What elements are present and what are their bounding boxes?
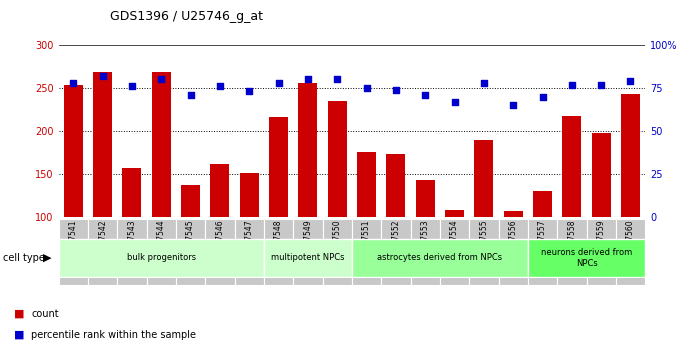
Text: GSM47553: GSM47553 [421,219,430,261]
Bar [357,152,376,217]
Bar [117,219,147,285]
Bar [93,72,112,217]
Point [361,85,372,91]
Bar [147,219,176,285]
Point [449,99,460,105]
Point [68,80,79,86]
Bar [235,219,264,285]
Bar [591,133,611,217]
Bar [533,190,552,217]
Bar [59,239,264,277]
Text: multipotent NPCs: multipotent NPCs [271,253,345,263]
Bar [415,180,435,217]
Bar [586,219,616,285]
Text: GSM47558: GSM47558 [567,219,576,261]
Text: GSM47560: GSM47560 [626,219,635,261]
Point [185,92,196,98]
Text: GSM47544: GSM47544 [157,219,166,261]
Point [478,80,489,86]
Bar [382,219,411,285]
Point [215,83,226,89]
Text: GSM47550: GSM47550 [333,219,342,261]
Text: count: count [31,309,59,319]
Text: GSM47546: GSM47546 [215,219,224,261]
Point [244,89,255,94]
Point [126,83,137,89]
Point [625,78,636,84]
Point [595,82,607,87]
Bar [445,209,464,217]
Text: GSM47556: GSM47556 [509,219,518,261]
Bar [621,94,640,217]
Point [302,77,313,82]
Text: GSM47542: GSM47542 [98,219,107,261]
Text: GDS1396 / U25746_g_at: GDS1396 / U25746_g_at [110,10,263,23]
Text: ■: ■ [14,330,24,339]
Text: GSM47547: GSM47547 [245,219,254,261]
Bar [528,239,645,277]
Bar [269,117,288,217]
Bar [504,211,523,217]
Bar [293,219,323,285]
Point [508,102,519,108]
Text: GSM47551: GSM47551 [362,219,371,261]
Bar [88,219,117,285]
Bar [474,140,493,217]
Bar [616,219,645,285]
Text: GSM47541: GSM47541 [69,219,78,261]
Text: percentile rank within the sample: percentile rank within the sample [31,330,196,339]
Text: GSM47557: GSM47557 [538,219,547,261]
Point [420,92,431,98]
Bar [528,219,558,285]
Point [566,82,578,87]
Bar [210,164,230,217]
Bar [352,239,528,277]
Text: ■: ■ [14,309,24,319]
Point [156,77,167,82]
Bar [176,219,206,285]
Text: GSM47552: GSM47552 [391,219,400,261]
Point [332,77,343,82]
Bar [352,219,381,285]
Bar [298,83,317,217]
Text: GSM47554: GSM47554 [450,219,459,261]
Text: cell type: cell type [3,253,46,263]
Text: GSM47549: GSM47549 [304,219,313,261]
Bar [206,219,235,285]
Bar [469,219,499,285]
Bar [328,101,347,217]
Bar [411,219,440,285]
Bar [499,219,528,285]
Point [273,80,284,86]
Bar [59,219,88,285]
Bar [323,219,352,285]
Point [391,87,402,92]
Bar [386,154,406,217]
Text: GSM47543: GSM47543 [128,219,137,261]
Bar [264,219,293,285]
Bar [63,85,83,217]
Bar [122,168,141,217]
Bar [239,173,259,217]
Text: astrocytes derived from NPCs: astrocytes derived from NPCs [377,253,502,263]
Bar [562,116,582,217]
Text: GSM47555: GSM47555 [480,219,489,261]
Text: neurons derived from
NPCs: neurons derived from NPCs [541,248,632,268]
Point [537,94,548,99]
Text: GSM47545: GSM47545 [186,219,195,261]
Text: ▶: ▶ [43,253,51,263]
Text: GSM47559: GSM47559 [597,219,606,261]
Bar [440,219,469,285]
Bar [181,185,200,217]
Point [97,73,108,79]
Text: GSM47548: GSM47548 [274,219,283,261]
Bar [558,219,586,285]
Bar [264,239,352,277]
Text: bulk progenitors: bulk progenitors [127,253,196,263]
Bar [152,72,171,217]
